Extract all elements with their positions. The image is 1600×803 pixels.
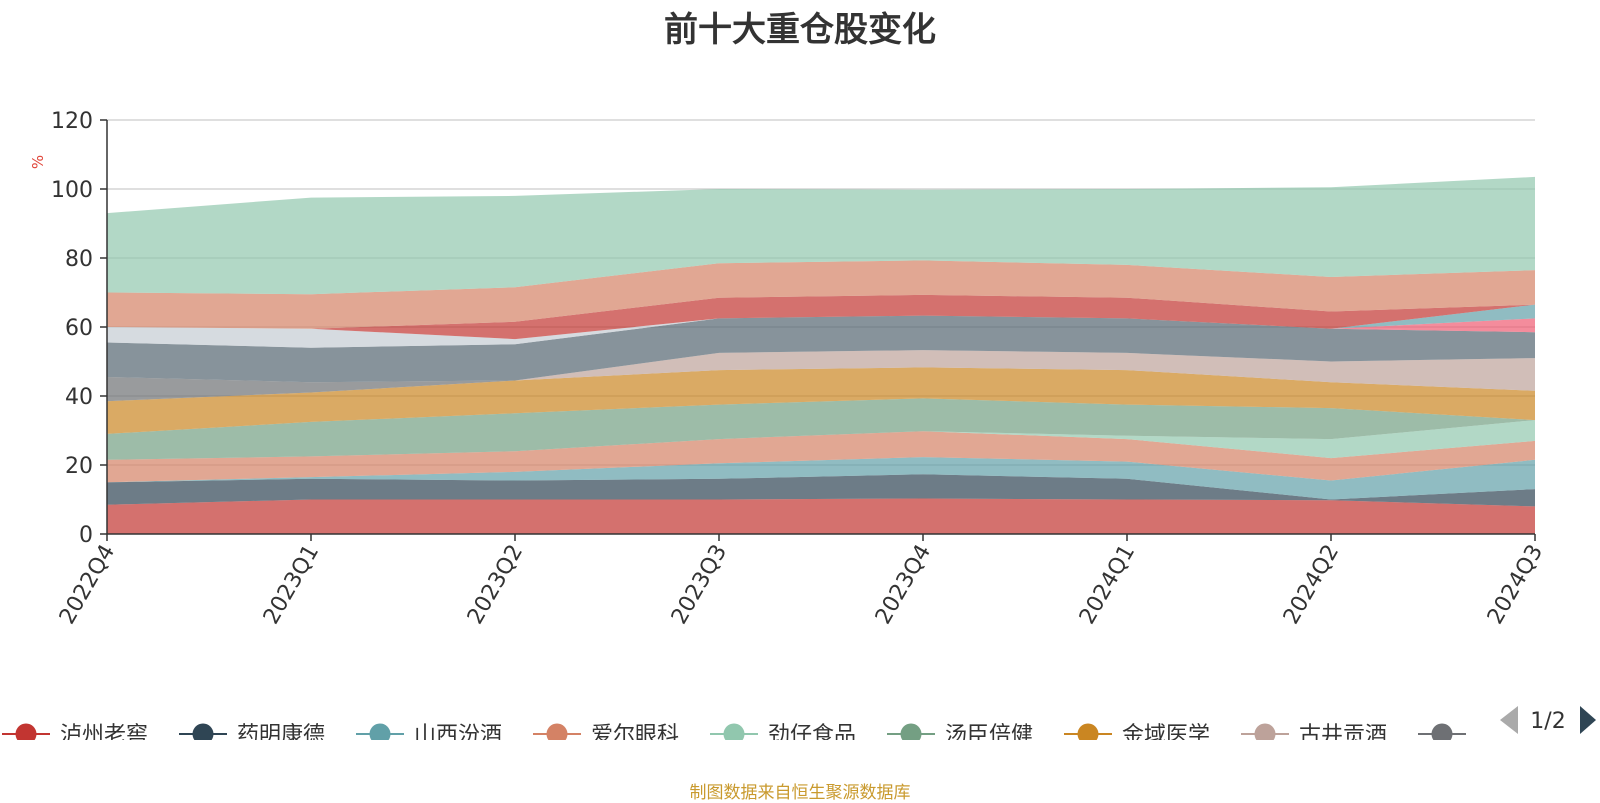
- legend: 泸州老窖 药明康德 山西汾酒 爱尔眼科 劲仔食品 汤臣倍健 金域医学 古井贡酒 三: [2, 723, 1498, 748]
- legend-item[interactable]: 山西汾酒: [356, 723, 502, 748]
- x-tick-label: 2022Q4: [55, 541, 120, 629]
- legend-marker: [723, 723, 745, 740]
- legend-pager: 1/2: [1500, 706, 1596, 734]
- y-tick-label: 0: [79, 523, 93, 548]
- area-series-3: [107, 431, 1535, 483]
- y-tick-label: 100: [51, 178, 93, 203]
- legend-item[interactable]: 泸州老窖: [2, 723, 148, 748]
- legend-marker: [369, 723, 391, 740]
- legend-item[interactable]: 金域医学: [1064, 723, 1210, 748]
- legend-marker: [192, 723, 214, 740]
- y-tick-label: 120: [51, 109, 93, 134]
- legend-label: 劲仔食品: [768, 723, 856, 748]
- legend-label: 汤臣倍健: [945, 723, 1033, 748]
- area-layer: [107, 176, 1535, 534]
- area-series-2: [107, 457, 1535, 500]
- legend-label: 金域医学: [1122, 723, 1210, 748]
- area-series-1: [107, 474, 1535, 507]
- area-series-4: [107, 420, 1535, 460]
- x-tick-label: 2024Q2: [1279, 541, 1344, 629]
- legend-item[interactable]: 古井贡酒: [1241, 723, 1387, 748]
- legend-marker: [900, 723, 922, 740]
- legend-next-icon[interactable]: [1580, 706, 1596, 734]
- legend-marker: [15, 723, 37, 740]
- legend-prev-icon[interactable]: [1500, 706, 1518, 734]
- area-series-13: [107, 294, 1535, 340]
- area-series-14: [107, 260, 1535, 329]
- area-series-9: [107, 315, 1535, 383]
- y-tick-label: 40: [65, 385, 93, 410]
- legend-item[interactable]: 三: [1418, 723, 1498, 748]
- legend-marker: [1254, 723, 1276, 740]
- legend-item[interactable]: 药明康德: [179, 723, 325, 748]
- x-tick-label: 2024Q1: [1075, 541, 1140, 629]
- legend-label: 泸州老窖: [60, 723, 148, 748]
- chart-title: 前十大重仓股变化: [664, 10, 936, 50]
- x-tick-label: 2023Q3: [667, 541, 732, 629]
- legend-label: 古井贡酒: [1299, 723, 1387, 748]
- y-tick-label: 60: [65, 316, 93, 341]
- y-axis-label: %: [29, 155, 47, 169]
- legend-label: 药明康德: [237, 723, 325, 748]
- legend-item[interactable]: 劲仔食品: [710, 723, 856, 748]
- legend-label: 爱尔眼科: [591, 723, 679, 748]
- area-series-7: [107, 350, 1535, 402]
- x-tick-label: 2024Q3: [1483, 541, 1548, 629]
- x-tick-label: 2023Q4: [871, 541, 936, 629]
- legend-item[interactable]: 汤臣倍健: [887, 723, 1033, 748]
- legend-page-indicator: 1/2: [1530, 709, 1565, 734]
- area-series-0: [107, 498, 1535, 534]
- legend-marker: [546, 723, 568, 740]
- legend-label: 三: [1476, 723, 1498, 748]
- area-series-10: [107, 315, 1535, 348]
- x-tick-label: 2023Q1: [259, 541, 324, 629]
- legend-marker: [1077, 723, 1099, 740]
- legend-marker: [1431, 723, 1453, 740]
- legend-item[interactable]: 爱尔眼科: [533, 723, 679, 748]
- y-tick-label: 20: [65, 454, 93, 479]
- area-series-6: [107, 367, 1535, 434]
- y-tick-label: 80: [65, 247, 93, 272]
- area-series-5: [107, 398, 1535, 460]
- legend-label: 山西汾酒: [414, 723, 502, 748]
- area-series-15: [107, 176, 1535, 295]
- source-note: 制图数据来自恒生聚源数据库: [689, 783, 911, 803]
- x-tick-label: 2023Q2: [463, 541, 528, 629]
